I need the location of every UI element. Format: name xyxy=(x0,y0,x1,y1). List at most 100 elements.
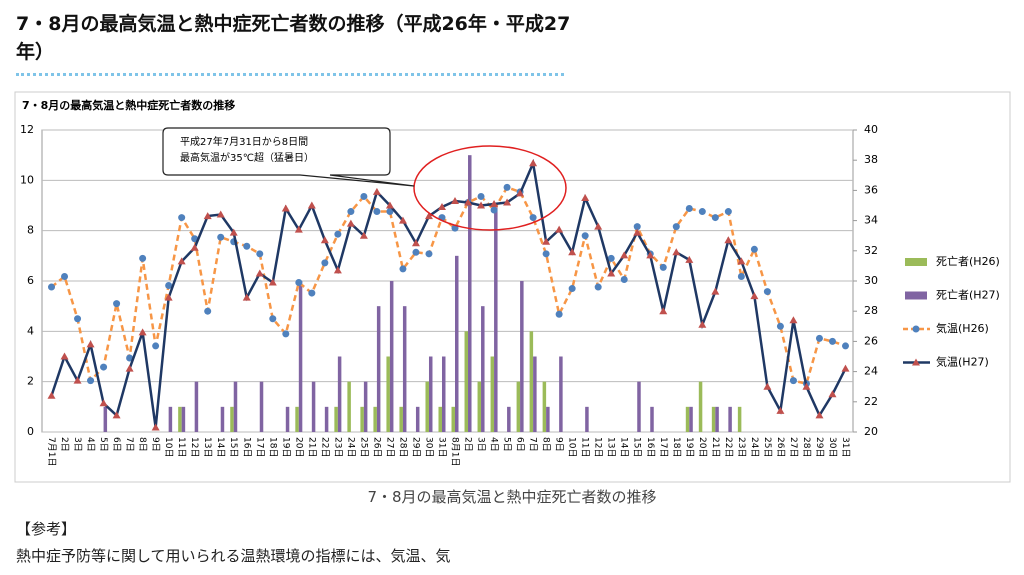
bar xyxy=(233,381,238,432)
x-tick-label: 11日 xyxy=(580,437,591,457)
marker xyxy=(711,214,719,222)
page-title: 7・8月の最高気温と熱中症死亡者数の推移（平成26年・平成27年） xyxy=(16,13,571,63)
chart-title: 7・8月の最高気温と熱中症死亡者数の推移 xyxy=(22,98,235,112)
marker xyxy=(490,199,499,207)
x-tick-label: 10日 xyxy=(567,437,578,457)
callout xyxy=(162,127,415,187)
bar xyxy=(347,381,351,432)
marker xyxy=(217,233,225,241)
marker xyxy=(464,198,473,206)
y2-tick-label: 30 xyxy=(864,274,878,287)
marker xyxy=(294,225,303,233)
marker xyxy=(424,212,433,220)
bar xyxy=(481,306,485,432)
x-tick-label: 17日 xyxy=(254,437,265,457)
marker xyxy=(125,364,134,372)
x-tick-label: 13日 xyxy=(202,437,213,457)
marker xyxy=(477,192,485,200)
marker xyxy=(242,293,251,301)
x-tick-label: 16日 xyxy=(241,437,252,457)
marker xyxy=(581,193,590,201)
bar xyxy=(311,381,316,432)
marker xyxy=(99,399,108,407)
marker xyxy=(282,330,290,338)
marker xyxy=(47,391,56,399)
bar xyxy=(360,406,364,432)
x-tick-label: 8日 xyxy=(541,437,552,452)
x-tick-label: 19日 xyxy=(280,437,291,457)
marker xyxy=(568,285,576,293)
marker xyxy=(542,237,551,245)
bar xyxy=(399,406,403,432)
marker xyxy=(607,269,616,277)
marker xyxy=(399,265,407,273)
marker xyxy=(112,411,121,419)
section-heading: 【参考】 xyxy=(16,520,77,538)
x-tick-label: 14日 xyxy=(215,437,226,457)
marker xyxy=(164,293,173,301)
marker xyxy=(48,283,56,291)
bar xyxy=(533,356,537,432)
bar xyxy=(259,381,264,432)
bar xyxy=(334,406,338,432)
x-tick-label: 28日 xyxy=(397,437,408,457)
bar xyxy=(178,406,182,432)
y-tick-label: 8 xyxy=(27,224,34,237)
bar xyxy=(637,381,641,432)
x-tick-label: 15日 xyxy=(632,437,643,457)
marker xyxy=(477,201,486,209)
bar xyxy=(468,155,472,432)
marker xyxy=(334,230,342,238)
y2-tick-label: 24 xyxy=(864,365,878,378)
marker xyxy=(139,254,147,262)
marker xyxy=(165,282,173,290)
marker xyxy=(216,210,225,218)
bar xyxy=(425,381,429,432)
x-tick-label: 5日 xyxy=(98,437,109,452)
bar xyxy=(455,255,459,432)
marker xyxy=(490,206,498,214)
marker xyxy=(255,269,264,277)
marker xyxy=(229,228,238,236)
bar xyxy=(689,406,693,432)
bar xyxy=(546,406,550,432)
bar xyxy=(559,356,563,432)
marker xyxy=(74,315,82,323)
x-tick-label: 25日 xyxy=(762,437,773,457)
marker xyxy=(151,423,160,431)
x-tick-label: 29日 xyxy=(410,437,421,457)
marker xyxy=(724,208,732,216)
highlight-ellipse xyxy=(413,145,567,231)
marker xyxy=(60,352,69,360)
marker xyxy=(841,364,850,372)
bar xyxy=(542,381,547,432)
marker xyxy=(776,322,784,330)
x-tick-label: 7月1日 xyxy=(46,437,57,466)
marker xyxy=(347,208,355,216)
marker xyxy=(269,315,277,323)
legend-label: 死亡者(H27) xyxy=(936,288,1000,302)
marker xyxy=(620,275,628,283)
marker xyxy=(594,283,602,291)
x-tick-label: 28日 xyxy=(801,437,812,457)
x-tick-label: 29日 xyxy=(814,437,825,457)
marker xyxy=(451,196,460,204)
marker xyxy=(412,248,420,256)
marker xyxy=(360,192,368,200)
legend-marker xyxy=(912,358,920,366)
marker xyxy=(789,316,798,324)
x-tick-label: 31日 xyxy=(840,437,851,457)
marker xyxy=(776,406,785,414)
y2-tick-label: 38 xyxy=(864,153,878,166)
marker xyxy=(333,266,342,274)
bar xyxy=(181,406,186,432)
marker xyxy=(177,257,186,265)
marker xyxy=(542,250,550,258)
x-tick-label: 12日 xyxy=(189,437,200,457)
y2-tick-label: 32 xyxy=(864,244,878,257)
marker xyxy=(372,187,381,195)
marker xyxy=(633,228,642,236)
y2-tick-label: 28 xyxy=(864,304,878,317)
bar xyxy=(715,406,719,432)
x-tick-label: 12日 xyxy=(593,437,604,457)
